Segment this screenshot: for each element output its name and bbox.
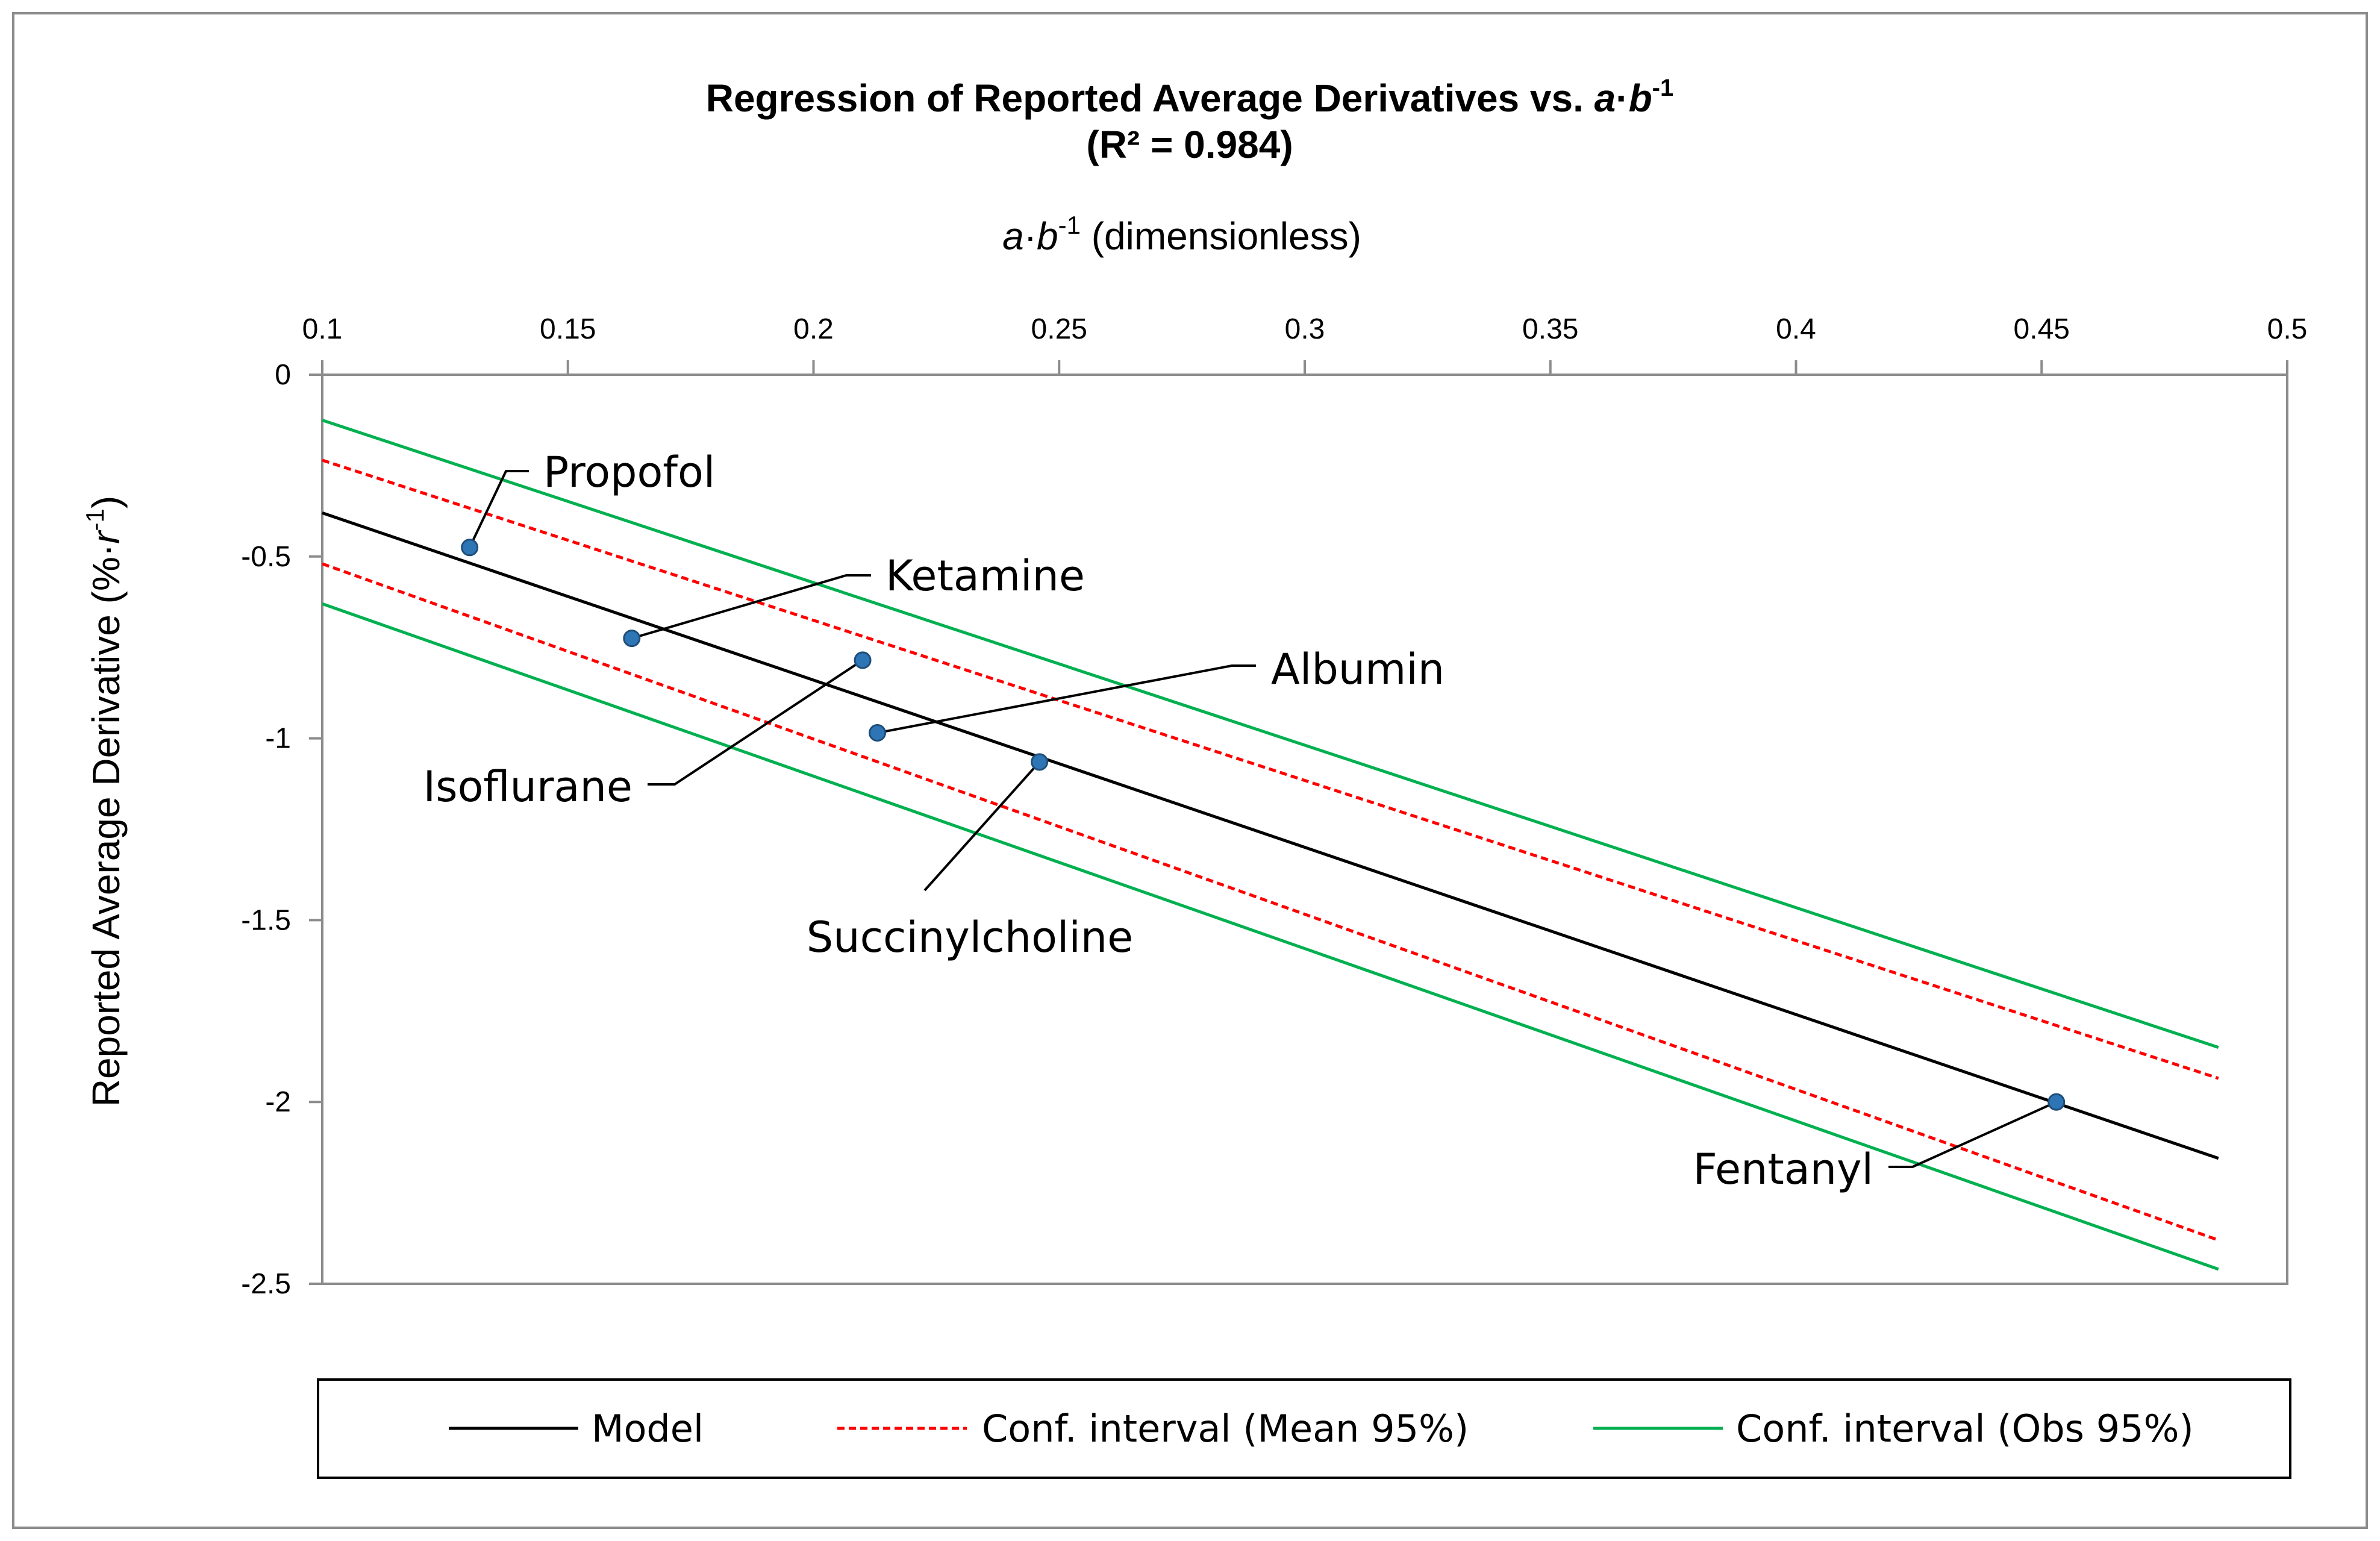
chart-title: Regression of Reported Average Derivativ… <box>706 75 1674 120</box>
leader-line-isoflurane <box>648 659 864 786</box>
plot-area <box>321 374 2288 1285</box>
legend-box <box>317 1378 2291 1479</box>
x-tick-label: 0.4 <box>1776 313 1816 345</box>
leader-line-propofol <box>468 470 529 548</box>
annotation-propofol: Propofol <box>543 448 715 497</box>
y-tick-label: -1 <box>265 723 291 755</box>
x-tick-label: 0.3 <box>1285 313 1325 345</box>
data-point-propofol <box>461 539 479 557</box>
y-tick-label: -2 <box>265 1086 291 1118</box>
x-tick-label: 0.1 <box>302 313 343 345</box>
series-line-conf-interval-obs-95 <box>322 602 2219 1271</box>
data-point-isoflurane <box>854 651 872 669</box>
y-axis-ticks: 0 -0.5 -1 -1.5 -2 -2.5 <box>241 359 322 1300</box>
x-tick-label: 0.45 <box>2014 313 2070 345</box>
x-axis-ticks: 0.1 0.15 0.2 0.25 0.3 0.35 0.4 0.45 0.5 <box>302 313 2308 375</box>
annotation-ketamine: Ketamine <box>885 551 1085 601</box>
data-point-ketamine <box>623 630 641 648</box>
data-points <box>461 539 2066 1111</box>
x-axis-title: a·b-1 (dimensionless) <box>1002 211 1361 258</box>
data-point-albumin <box>869 724 887 742</box>
x-tick-label: 0.2 <box>793 313 834 345</box>
annotation-leaders <box>468 470 2057 1168</box>
series-line-conf-interval-obs-95 <box>322 419 2219 1049</box>
annotation-succinylcholine: Succinylcholine <box>807 913 1133 962</box>
chart-frame <box>12 12 2368 1529</box>
leader-line-succinylcholine <box>923 761 1041 892</box>
legend: Model Conf. interval (Mean 95%) Conf. inte… <box>449 1407 2194 1451</box>
y-axis-title: Reported Average Derivative (%·r-1) <box>81 496 128 1107</box>
series-line-conf-interval-mean-95 <box>322 562 2219 1242</box>
data-point-fentanyl <box>2047 1093 2066 1111</box>
y-tick-label: -1.5 <box>241 904 291 936</box>
leader-line-albumin <box>877 664 1256 734</box>
x-tick-label: 0.35 <box>1522 313 1578 345</box>
series-line-model <box>322 511 2219 1160</box>
x-tick-label: 0.25 <box>1031 313 1087 345</box>
point-annotations: Propofol Ketamine Isoflurane Albumin Succiny… <box>423 448 1873 1194</box>
x-tick-label: 0.15 <box>540 313 596 345</box>
x-tick-label: 0.5 <box>2267 313 2308 345</box>
y-tick-label: -0.5 <box>241 541 291 573</box>
y-tick-label: -2.5 <box>241 1268 291 1300</box>
annotation-isoflurane: Isoflurane <box>423 762 632 811</box>
annotation-albumin: Albumin <box>1271 645 1445 694</box>
series-line-conf-interval-mean-95 <box>322 458 2219 1080</box>
data-point-succinylcholine <box>1031 753 1049 771</box>
y-tick-label: 0 <box>275 359 291 391</box>
legend-label-conf-interval-obs-95: Conf. interval (Obs 95%) <box>1736 1407 2194 1451</box>
legend-label-conf-interval-mean-95: Conf. interval (Mean 95%) <box>982 1407 1469 1451</box>
leader-line-ketamine <box>631 574 871 640</box>
leader-line-fentanyl <box>1888 1101 2057 1168</box>
series-lines <box>322 419 2219 1271</box>
chart-subtitle: (R² = 0.984) <box>1086 123 1293 166</box>
annotation-fentanyl: Fentanyl <box>1693 1145 1873 1194</box>
legend-label-model: Model <box>592 1407 704 1451</box>
